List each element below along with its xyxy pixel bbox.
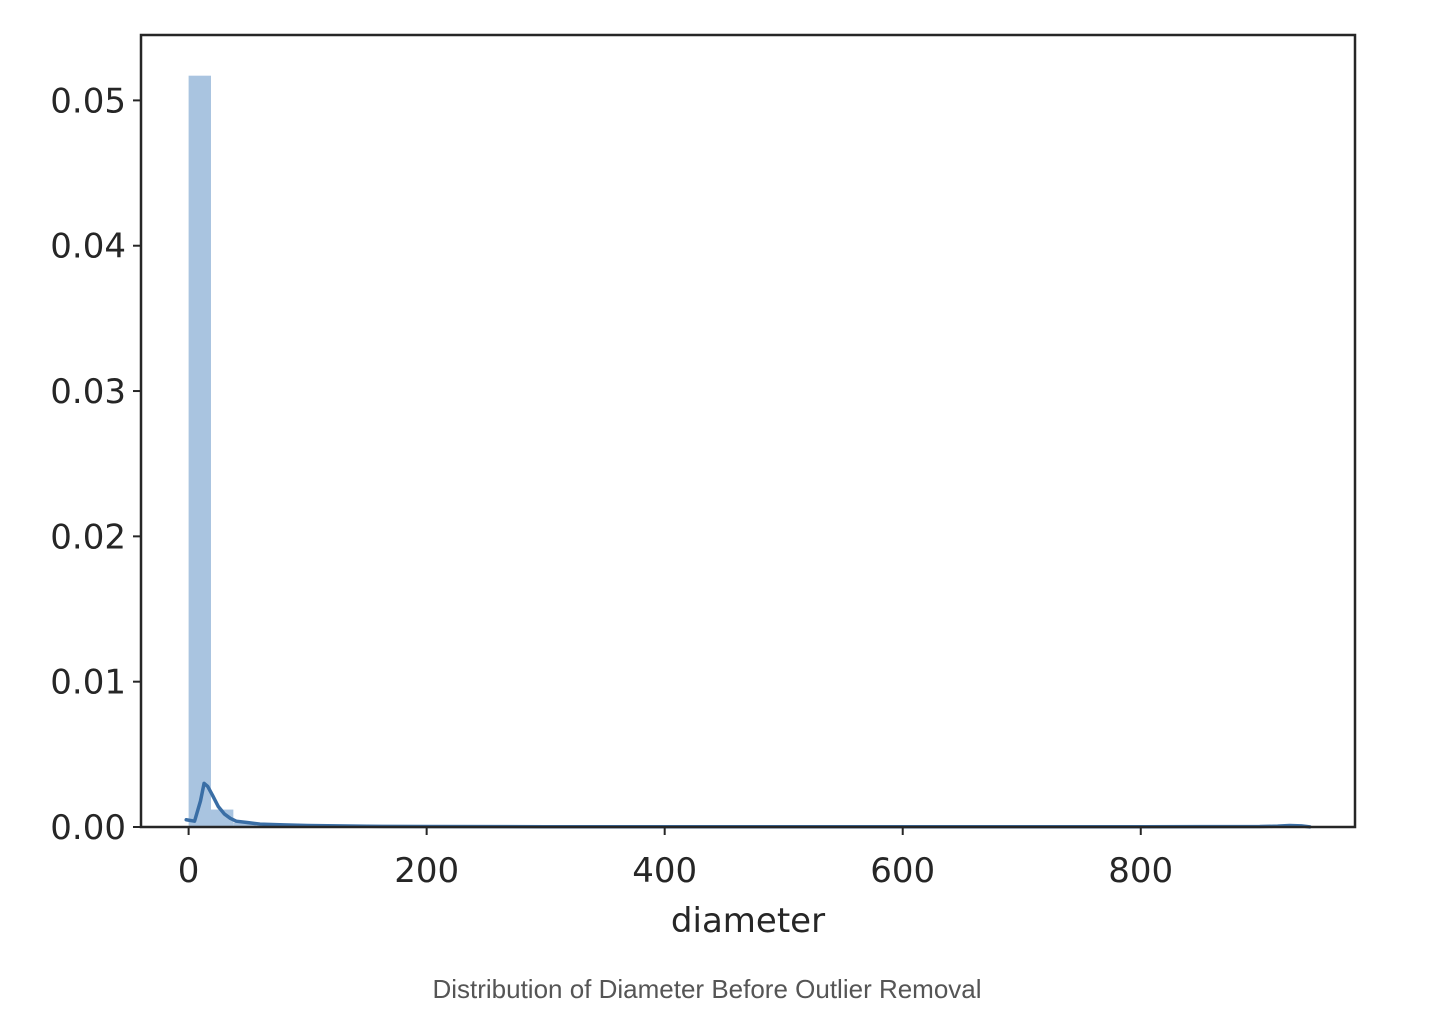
histogram-bars bbox=[188, 75, 1297, 827]
histogram-bar-1 bbox=[210, 809, 234, 827]
axes-frame bbox=[139, 33, 1357, 829]
x-tick-label: 200 bbox=[394, 851, 459, 891]
y-tick-label: 0.03 bbox=[50, 372, 126, 412]
y-tick-label: 0.01 bbox=[50, 663, 126, 703]
y-tick-label: 0.00 bbox=[50, 808, 126, 848]
figure-caption: Distribution of Diameter Before Outlier … bbox=[432, 974, 982, 1004]
histogram-bar-0 bbox=[188, 75, 211, 827]
y-tick-label: 0.04 bbox=[50, 227, 126, 267]
kde-curve-group bbox=[184, 781, 1312, 829]
x-tick-label: 0 bbox=[178, 851, 200, 891]
y-tick-label: 0.02 bbox=[50, 517, 126, 557]
histogram-bar-2 bbox=[233, 822, 256, 827]
kde-line bbox=[184, 781, 1312, 829]
y-tick-label: 0.05 bbox=[50, 81, 126, 121]
x-axis-label: diameter bbox=[671, 901, 825, 941]
x-tick-label: 600 bbox=[870, 851, 935, 891]
y-axis-ticks: 0.00 0.01 0.02 0.03 0.04 0.05 bbox=[50, 81, 141, 848]
x-tick-label: 800 bbox=[1108, 851, 1173, 891]
x-axis-ticks: 0 200 400 600 800 bbox=[178, 827, 1173, 891]
histogram-chart: 0 200 400 600 800 0.00 0.01 0.02 0.03 0.04 0.05 d… bbox=[50, 33, 1357, 941]
x-tick-label: 400 bbox=[632, 851, 697, 891]
